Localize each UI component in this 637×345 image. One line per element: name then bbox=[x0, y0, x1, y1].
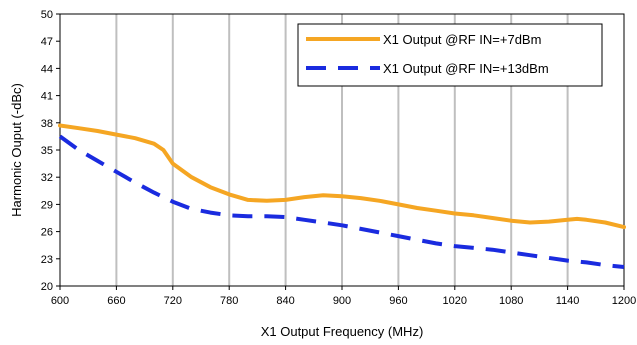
x-tick-label-720: 720 bbox=[164, 295, 182, 307]
x-axis-title: X1 Output Frequency (MHz) bbox=[261, 324, 424, 339]
y-tick-label-26: 26 bbox=[41, 227, 53, 239]
y-tick-label-44: 44 bbox=[41, 63, 53, 75]
x-tick-label-900: 900 bbox=[333, 295, 351, 307]
legend-label-13dbm: X1 Output @RF IN=+13dBm bbox=[383, 61, 549, 76]
x-tick-label-840: 840 bbox=[276, 295, 294, 307]
x-tick-label-1140: 1140 bbox=[556, 295, 580, 307]
legend-box bbox=[297, 23, 603, 87]
y-tick-label-20: 20 bbox=[41, 281, 53, 293]
y-axis-title: Harmonic Ouput (-dBc) bbox=[9, 83, 24, 217]
x-tick-label-1020: 1020 bbox=[443, 295, 467, 307]
y-axis-ticks: 20 23 26 29 32 35 38 41 44 47 50 bbox=[41, 9, 60, 293]
series-line-7dbm bbox=[58, 123, 626, 230]
y-tick-label-35: 35 bbox=[41, 145, 53, 157]
x-tick-label-1200: 1200 bbox=[612, 295, 636, 307]
series-line-13dbm bbox=[58, 134, 625, 269]
legend-label-7dbm: X1 Output @RF IN=+7dBm bbox=[383, 32, 541, 47]
y-tick-label-50: 50 bbox=[41, 9, 53, 21]
x-tick-label-1080: 1080 bbox=[499, 295, 523, 307]
x-tick-label-780: 780 bbox=[220, 295, 238, 307]
x-axis-ticks: 600 660 720 780 840 900 960 1020 1080 1140 1200 bbox=[51, 286, 636, 307]
y-tick-label-38: 38 bbox=[41, 118, 53, 130]
x-tick-label-600: 600 bbox=[51, 295, 69, 307]
y-tick-label-32: 32 bbox=[41, 172, 53, 184]
y-tick-label-47: 47 bbox=[41, 36, 53, 48]
legend: X1 Output @RF IN=+7dBm X1 Output @RF IN=… bbox=[297, 23, 603, 87]
series-lines bbox=[58, 123, 626, 269]
y-tick-label-23: 23 bbox=[41, 254, 53, 266]
x-tick-label-660: 660 bbox=[107, 295, 125, 307]
y-tick-label-41: 41 bbox=[41, 91, 53, 103]
y-tick-label-29: 29 bbox=[41, 199, 53, 211]
x-tick-label-960: 960 bbox=[389, 295, 407, 307]
